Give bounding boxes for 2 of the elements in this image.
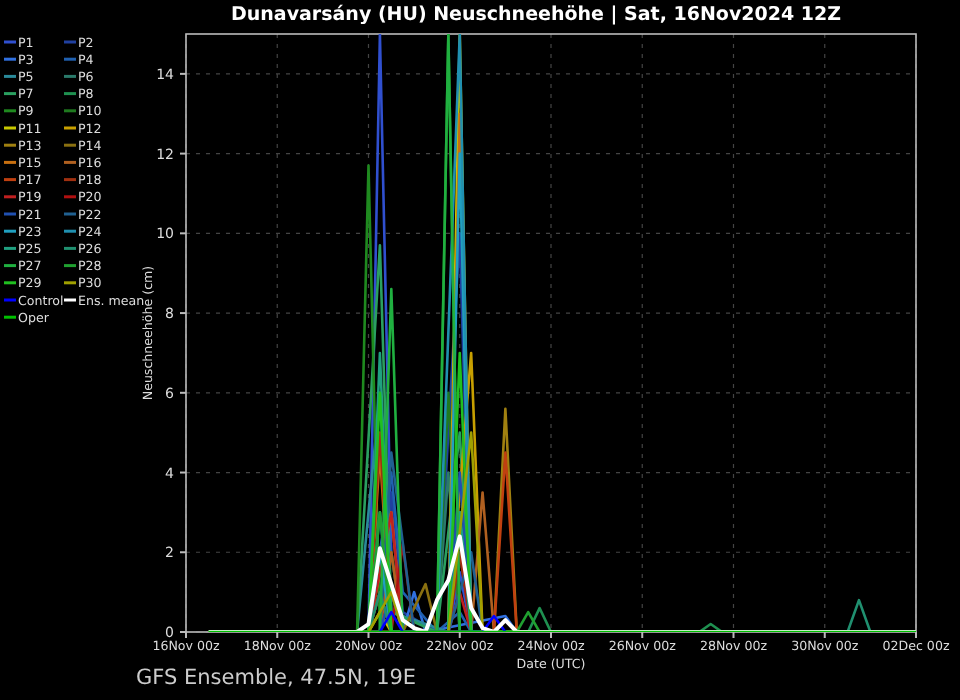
chart-title: Dunavarsány (HU) Neuschneehöhe | Sat, 16Nov2024 12Z bbox=[231, 4, 842, 26]
text: GFS Ensemble, 47.5N, 19E bbox=[136, 666, 417, 690]
